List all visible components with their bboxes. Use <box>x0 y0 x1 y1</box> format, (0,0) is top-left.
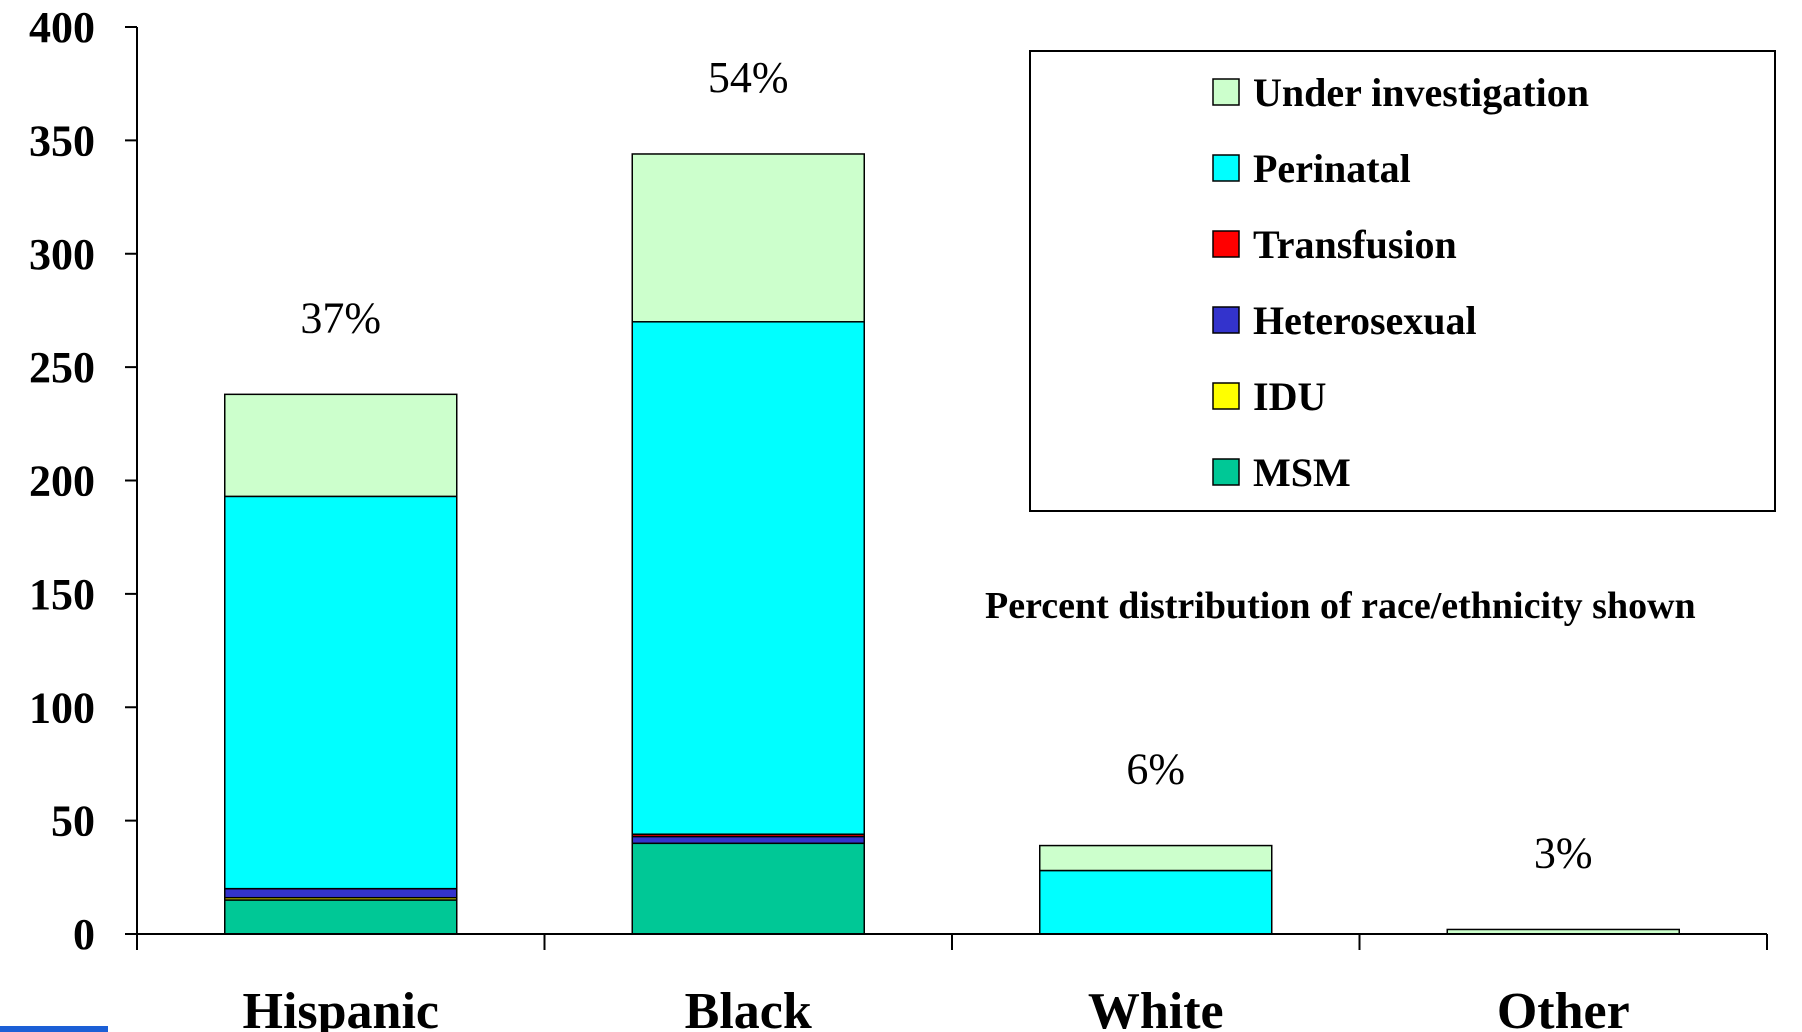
bar-segment-black-under-investigation <box>631 153 865 323</box>
y-tick-label: 400 <box>29 3 95 52</box>
y-tick-label: 0 <box>73 910 95 959</box>
legend-label: MSM <box>1253 450 1351 495</box>
percent-label: 3% <box>1534 828 1593 877</box>
legend-swatch <box>1212 382 1240 410</box>
y-tick-label: 300 <box>29 230 95 279</box>
legend-swatch <box>1212 230 1240 258</box>
bar-segment-white-under-investigation <box>1039 844 1273 872</box>
bar-segment-black-msm <box>631 842 865 935</box>
legend-label: Heterosexual <box>1253 298 1477 343</box>
percent-label: 6% <box>1126 745 1185 794</box>
legend-swatch <box>1212 78 1240 106</box>
x-category-label: Other <box>1497 983 1630 1032</box>
legend: Under investigation Perinatal Transfusion H… <box>1029 50 1776 512</box>
percent-label: 37% <box>300 293 381 342</box>
y-tick-label: 350 <box>29 116 95 165</box>
legend-swatch <box>1212 154 1240 182</box>
legend-label: Transfusion <box>1253 222 1457 267</box>
percent-labels-group: 37% 54% 6% 3% <box>300 53 1592 877</box>
legend-swatch <box>1212 458 1240 486</box>
percent-label: 54% <box>708 53 789 102</box>
y-tick-label: 250 <box>29 343 95 392</box>
legend-swatch <box>1212 306 1240 334</box>
y-tick-label: 100 <box>29 683 95 732</box>
x-category-label: Hispanic <box>243 983 440 1032</box>
y-tick-label: 200 <box>29 457 95 506</box>
bar-segment-white-perinatal <box>1039 869 1273 935</box>
y-tick-label: 150 <box>29 570 95 619</box>
axes-group: 0 50 100 150 200 250 300 350 400 Hispanic Black Whi… <box>29 3 1768 1032</box>
bar-segment-black-perinatal <box>631 321 865 835</box>
bar-segment-hispanic-under-investigation <box>224 393 458 498</box>
legend-label: Under investigation <box>1253 70 1589 115</box>
legend-box <box>1029 50 1776 512</box>
bar-segment-black-heterosexual <box>631 835 865 845</box>
bar-segment-hispanic-heterosexual <box>224 887 458 899</box>
legend-label: IDU <box>1253 374 1326 419</box>
x-category-label: White <box>1088 983 1224 1032</box>
chart-annotation: Percent distribution of race/ethnicity s… <box>985 585 1696 627</box>
x-category-label: Black <box>685 983 812 1032</box>
y-tick-label: 50 <box>51 797 95 846</box>
legend-label: Perinatal <box>1253 146 1411 191</box>
bars-group <box>224 153 1680 935</box>
bar-segment-hispanic-msm <box>224 899 458 935</box>
bar-segment-hispanic-perinatal <box>224 495 458 890</box>
slide-accent-bar <box>0 1026 108 1032</box>
